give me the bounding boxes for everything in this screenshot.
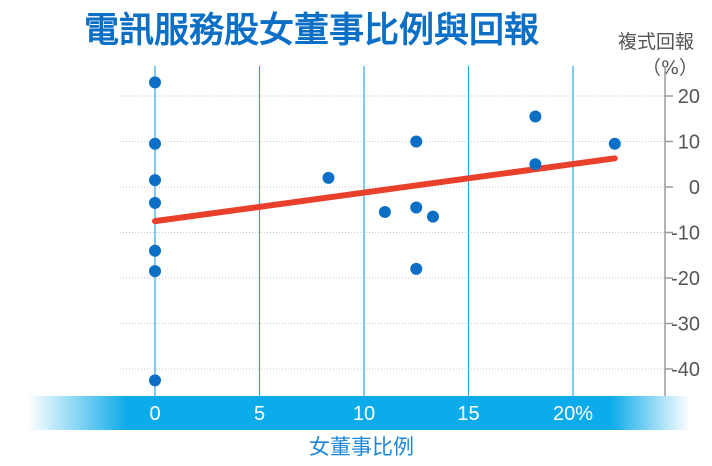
data-point-12 [426,210,439,223]
x-tick-label-4: 20% [553,403,593,425]
data-point-7 [322,171,335,184]
data-points [149,76,621,387]
data-point-15 [608,137,621,150]
y-tick-label-5: -30 [671,314,700,336]
y-axis-ticks: 20 10 0 -10 -20 -30 -40 [671,86,700,381]
y-tick-label-4: -20 [671,268,700,290]
y-axis-label-line1: 複式回報 [618,31,694,53]
data-point-8 [378,206,391,219]
data-point-10 [410,201,423,214]
data-point-1 [149,137,161,150]
data-point-5 [149,265,161,278]
data-point-9 [410,135,423,148]
x-axis-ticks: 0 5 10 15 20% [149,403,593,425]
x-tick-label-1: 5 [254,403,265,425]
data-point-11 [410,262,423,275]
chart-title: 電訊服務股女董事比例與回報 [84,10,539,51]
data-point-2 [149,174,161,187]
data-point-4 [149,244,161,257]
grid [120,66,673,396]
y-tick-label-1: 10 [678,132,700,154]
data-point-6 [149,374,161,387]
y-tick-label-3: -10 [671,223,700,245]
data-point-0 [149,76,161,89]
data-point-14 [529,158,542,171]
x-axis-label: 女董事比例 [309,435,414,459]
data-point-13 [529,110,542,123]
x-tick-label-3: 15 [457,403,479,425]
y-tick-label-2: 0 [689,177,700,199]
x-axis-band [28,396,690,430]
x-tick-label-2: 10 [353,403,375,425]
data-point-3 [149,196,161,209]
y-axis-label-line2: （%） [642,57,698,79]
y-tick-label-0: 20 [678,86,700,108]
y-tick-label-6: -40 [671,359,700,381]
x-tick-label-0: 0 [149,403,160,425]
